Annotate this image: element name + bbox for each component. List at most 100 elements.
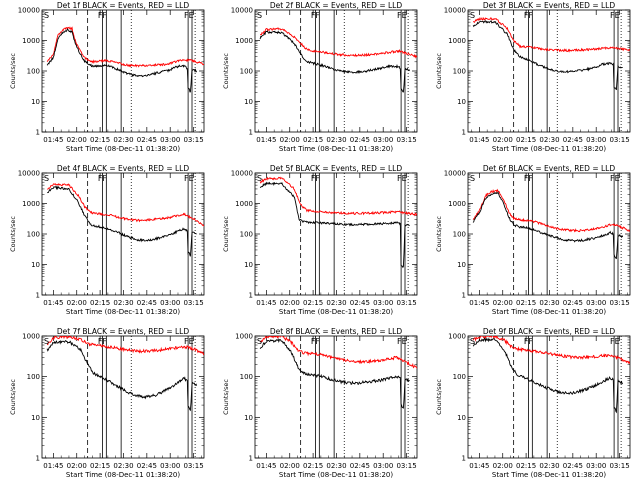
- marker-label-fe: FE: [184, 11, 194, 20]
- x-tick-label: 02:30: [113, 299, 133, 307]
- x-tick-label: 02:15: [90, 299, 110, 307]
- marker-label-fe: FE: [610, 174, 620, 183]
- lld-series-line: [47, 184, 208, 228]
- y-tick-label: 100: [27, 373, 40, 381]
- x-tick-label: 03:15: [396, 462, 416, 470]
- x-tick-label: 01:45: [43, 299, 63, 307]
- y-tick-label: 10: [244, 98, 253, 106]
- y-tick-label: 1: [36, 292, 40, 300]
- y-axis-label: Counts/sec: [9, 216, 17, 252]
- corner-label: S: [257, 337, 262, 346]
- x-tick-label: 03:00: [586, 462, 606, 470]
- y-tick-label: 1: [462, 129, 466, 137]
- x-tick-label: 02:00: [280, 462, 300, 470]
- corner-label: S: [257, 174, 262, 183]
- plot-frame: [468, 173, 630, 295]
- y-axis-label: Counts/sec: [9, 379, 17, 415]
- y-tick-label: 100: [453, 231, 466, 239]
- panel-title: Det 7f BLACK = Events, RED = LLD: [57, 327, 190, 336]
- x-tick-label: 01:45: [43, 462, 63, 470]
- figure: 11010010001000001:45 02:00 02:15 02:30 02:45…: [0, 0, 640, 480]
- y-tick-label: 1000: [22, 333, 40, 341]
- x-tick-label: 02:15: [303, 462, 323, 470]
- x-axis-label: Start Time (08-Dec-11 01:38:20): [66, 471, 180, 479]
- x-axis-label: Start Time (08-Dec-11 01:38:20): [279, 145, 393, 153]
- y-tick-label: 10: [31, 98, 40, 106]
- marker-label-ff: FF: [98, 11, 108, 20]
- x-tick-label: 02:45: [137, 136, 157, 144]
- x-axis-label: Start Time (08-Dec-11 01:38:20): [66, 145, 180, 153]
- x-tick-label: 02:30: [113, 136, 133, 144]
- x-tick-label: 02:00: [280, 299, 300, 307]
- x-tick-label: 01:45: [43, 136, 63, 144]
- x-tick-label: 02:00: [493, 136, 513, 144]
- x-tick-label: 02:00: [280, 136, 300, 144]
- x-tick-label: 03:00: [586, 299, 606, 307]
- x-tick-label: 01:45: [256, 136, 276, 144]
- panel-5: 11010010001000001:45 02:00 02:15 02:30 02:45…: [222, 164, 421, 316]
- series-group: [47, 336, 208, 410]
- event-markers: [467, 336, 621, 458]
- panel-title: Det 9f BLACK = Events, RED = LLD: [483, 327, 616, 336]
- events-series-line: [47, 187, 197, 257]
- plot-frame: [255, 336, 417, 458]
- y-tick-label: 1: [249, 455, 253, 463]
- y-tick-label: 10: [244, 261, 253, 269]
- y-tick-label: 1000: [235, 200, 253, 208]
- marker-label-ff: FF: [311, 337, 321, 346]
- x-tick-label: 02:30: [539, 299, 559, 307]
- y-tick-label: 1: [249, 129, 253, 137]
- y-tick-label: 10: [31, 261, 40, 269]
- x-tick-label: 02:45: [563, 462, 583, 470]
- panel-7: 110100100001:45 02:00 02:15 02:30 02:45 03:00…: [9, 327, 208, 479]
- x-axis-label: Start Time (08-Dec-11 01:38:20): [492, 145, 606, 153]
- x-tick-label: 02:15: [90, 462, 110, 470]
- x-tick-label: 03:00: [373, 136, 393, 144]
- event-markers: [254, 173, 408, 295]
- x-tick-label: 02:15: [90, 136, 110, 144]
- x-tick-label: 03:15: [183, 136, 203, 144]
- x-tick-label: 02:30: [326, 462, 346, 470]
- event-markers: [41, 336, 195, 458]
- corner-label: S: [470, 11, 475, 20]
- x-axis-label: Start Time (08-Dec-11 01:38:20): [492, 471, 606, 479]
- y-tick-label: 1: [462, 455, 466, 463]
- x-tick-label: 02:00: [67, 462, 87, 470]
- x-tick-label: 03:15: [396, 299, 416, 307]
- x-tick-label: 02:45: [350, 299, 370, 307]
- lld-series-line: [260, 177, 421, 215]
- y-axis-label: Counts/sec: [435, 53, 443, 89]
- y-tick-label: 1: [36, 455, 40, 463]
- marker-label-fe: FE: [397, 11, 407, 20]
- y-axis-label: Counts/sec: [222, 53, 230, 89]
- marker-label-ff: FF: [524, 11, 534, 20]
- series-group: [473, 190, 633, 259]
- panel-title: Det 5f BLACK = Events, RED = LLD: [270, 164, 403, 173]
- x-tick-label: 01:45: [469, 136, 489, 144]
- x-tick-label: 03:15: [183, 299, 203, 307]
- events-series-line: [260, 183, 410, 268]
- y-tick-label: 10: [31, 414, 40, 422]
- y-axis-label: Counts/sec: [9, 53, 17, 89]
- lld-series-line: [47, 27, 208, 66]
- panel-2: 11010010001000001:45 02:00 02:15 02:30 02:45…: [222, 1, 421, 153]
- y-axis-label: Counts/sec: [435, 216, 443, 252]
- y-tick-label: 100: [453, 68, 466, 76]
- y-tick-label: 10000: [444, 170, 466, 178]
- y-tick-label: 1000: [235, 37, 253, 45]
- x-tick-label: 01:45: [256, 462, 276, 470]
- y-tick-label: 100: [27, 231, 40, 239]
- x-tick-label: 02:45: [137, 299, 157, 307]
- events-series-line: [47, 341, 197, 411]
- corner-label: S: [44, 337, 49, 346]
- y-tick-label: 1000: [235, 333, 253, 341]
- x-tick-label: 03:15: [609, 299, 629, 307]
- lld-series-line: [260, 28, 421, 58]
- marker-label-fe: FE: [184, 174, 194, 183]
- x-tick-label: 02:45: [350, 462, 370, 470]
- event-markers: [254, 336, 408, 458]
- panel-title: Det 6f BLACK = Events, RED = LLD: [483, 164, 616, 173]
- series-group: [47, 27, 208, 92]
- x-tick-label: 02:00: [493, 462, 513, 470]
- panel-1: 1 10 100 1000 10000 01:45 02:00 02:15 02:30 02:45…: [9, 1, 208, 153]
